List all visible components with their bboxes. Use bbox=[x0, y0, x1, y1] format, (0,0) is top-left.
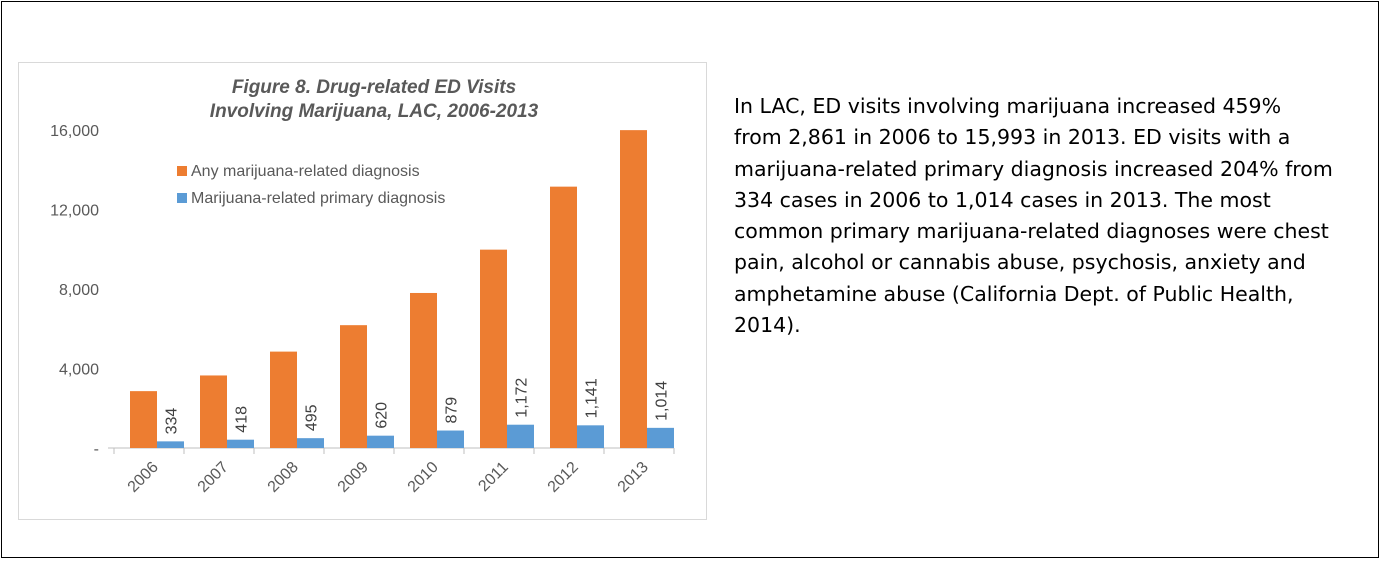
bar-any-diagnosis bbox=[620, 130, 647, 448]
x-tick-label: 2012 bbox=[545, 459, 582, 496]
bar-primary-diagnosis bbox=[367, 435, 394, 448]
bar-any-diagnosis bbox=[480, 249, 507, 448]
x-tick-label: 2010 bbox=[405, 459, 442, 496]
legend-label: Any marijuana-related diagnosis bbox=[191, 163, 420, 180]
bar-any-diagnosis bbox=[200, 375, 227, 448]
x-tick-label: 2008 bbox=[265, 459, 302, 496]
bar-primary-diagnosis bbox=[157, 441, 184, 448]
legend-label: Marijuana-related primary diagnosis bbox=[191, 190, 445, 207]
x-tick-label: 2009 bbox=[335, 459, 372, 496]
bar-primary-diagnosis bbox=[437, 430, 464, 448]
data-label: 418 bbox=[234, 406, 251, 433]
chart-title-line-1: Figure 8. Drug-related ED Visits bbox=[232, 77, 516, 98]
y-tick-label: 12,000 bbox=[50, 203, 99, 220]
bar-any-diagnosis bbox=[410, 292, 437, 448]
data-label: 1,141 bbox=[584, 378, 601, 418]
bar-primary-diagnosis bbox=[647, 427, 674, 448]
description-paragraph: In LAC, ED visits involving marijuana in… bbox=[734, 94, 1333, 338]
legend-swatch bbox=[177, 166, 187, 176]
data-label: 495 bbox=[304, 404, 321, 431]
bar-primary-diagnosis bbox=[577, 425, 604, 448]
bar-any-diagnosis bbox=[340, 325, 367, 448]
y-tick-label: 16,000 bbox=[50, 123, 99, 140]
data-label: 620 bbox=[374, 402, 391, 429]
data-label: 1,172 bbox=[514, 378, 531, 418]
bar-primary-diagnosis bbox=[297, 438, 324, 448]
x-tick-label: 2011 bbox=[475, 459, 511, 495]
bar-any-diagnosis bbox=[130, 391, 157, 448]
legend-swatch bbox=[177, 193, 187, 203]
data-label: 334 bbox=[164, 408, 181, 435]
x-tick-label: 2007 bbox=[195, 459, 232, 496]
y-tick-label: 8,000 bbox=[59, 282, 99, 299]
x-tick-label: 2013 bbox=[615, 459, 652, 496]
data-label: 1,014 bbox=[654, 381, 671, 421]
chart-title-line-2: Involving Marijuana, LAC, 2006-2013 bbox=[210, 101, 539, 122]
bar-chart: Figure 8. Drug-related ED Visits Involvi… bbox=[50, 77, 675, 496]
y-tick-label: 4,000 bbox=[59, 362, 99, 379]
chart-container: Figure 8. Drug-related ED Visits Involvi… bbox=[18, 62, 707, 520]
bar-primary-diagnosis bbox=[507, 424, 534, 448]
x-tick-label: 2006 bbox=[125, 459, 162, 496]
data-label: 879 bbox=[444, 397, 461, 424]
y-tick-label: - bbox=[94, 441, 99, 458]
bar-primary-diagnosis bbox=[227, 439, 254, 448]
bar-any-diagnosis bbox=[270, 351, 297, 448]
bar-any-diagnosis bbox=[550, 186, 577, 449]
